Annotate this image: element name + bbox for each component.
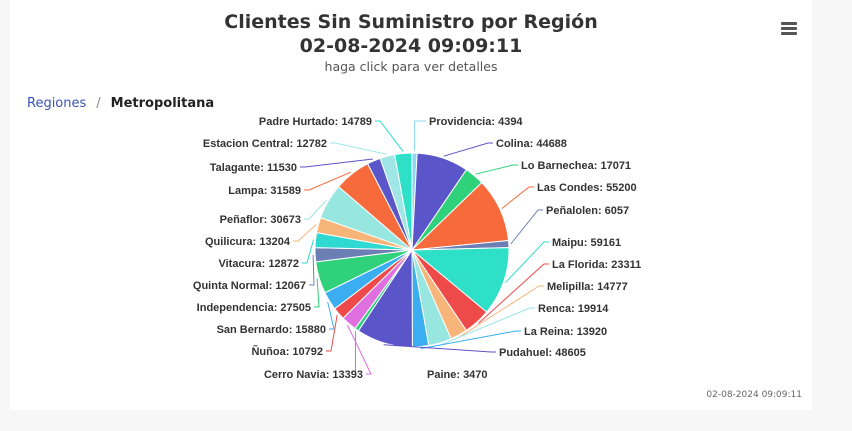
pie-connector xyxy=(300,158,374,168)
pie-connector xyxy=(443,142,493,157)
chart-subtitle: haga click para ver detalles xyxy=(324,59,498,74)
pie-connector xyxy=(314,278,320,308)
pie-data-label: Lampa: 31589 xyxy=(228,185,301,197)
pie-slice[interactable] xyxy=(394,152,413,251)
pie-data-label: Quinta Normal: 12067 xyxy=(193,280,306,292)
pie-data-label: Paine: 3470 xyxy=(427,369,488,381)
pie-connector xyxy=(475,164,518,175)
breadcrumb-current: Metropolitana xyxy=(110,96,215,111)
pie-connector xyxy=(440,307,535,346)
pie-connector xyxy=(304,171,351,191)
pie-connector xyxy=(326,314,338,352)
breadcrumb: Regiones / Metropolitana xyxy=(27,96,214,111)
pie-data-label: Estacion Central: 12782 xyxy=(203,138,327,150)
pie-data-label: Quilicura: 13204 xyxy=(205,236,291,248)
pie-data-label: Independencia: 27505 xyxy=(197,302,311,314)
footer-timestamp: 02-08-2024 09:09:11 xyxy=(706,390,802,400)
pie-data-label: La Reina: 13920 xyxy=(524,326,607,338)
pie-connector xyxy=(347,324,372,375)
pie-connector xyxy=(309,254,315,286)
pie-connector xyxy=(505,241,549,283)
pie-connector xyxy=(383,344,496,353)
pie-connector xyxy=(510,209,543,245)
pie-data-label: Providencia: 4394 xyxy=(429,116,523,128)
pie-connector xyxy=(330,142,387,155)
hamburger-menu-icon[interactable] xyxy=(774,16,804,42)
pie-data-label: Pudahuel: 48605 xyxy=(499,347,586,359)
pie-connector xyxy=(375,120,404,152)
pie-connector xyxy=(293,224,317,242)
pie-slice[interactable] xyxy=(410,247,510,313)
pie-connector xyxy=(501,186,534,209)
pie-data-label: Padre Hurtado: 14789 xyxy=(259,116,372,128)
pie-data-label: Peñaflor: 30673 xyxy=(220,214,301,226)
pie-data-label: San Bernardo: 15880 xyxy=(217,324,326,336)
pie-data-label: Lo Barnechea: 17071 xyxy=(521,160,631,172)
pie-data-label: Vitacura: 12872 xyxy=(218,258,299,270)
pie-data-label: Peñalolen: 6057 xyxy=(546,205,629,217)
pie-connector xyxy=(420,330,521,350)
pie-data-label: Colina: 44688 xyxy=(496,138,567,150)
pie-connector xyxy=(414,120,426,151)
pie-data-label: Las Condes: 55200 xyxy=(537,182,637,194)
pie-connector xyxy=(327,301,335,330)
breadcrumb-regiones[interactable]: Regiones xyxy=(27,96,87,111)
pie-connector xyxy=(302,239,314,264)
chart-datetime: 02-08-2024 09:09:11 xyxy=(299,35,523,57)
breadcrumb-separator: / xyxy=(96,96,101,111)
pie-connector xyxy=(459,285,544,338)
pie-data-label: La Florida: 23311 xyxy=(552,259,641,271)
chart-title: Clientes Sin Suministro por Región xyxy=(224,11,598,33)
pie-data-label: Ñuñoa: 10792 xyxy=(251,345,323,358)
pie-data-label: Maipu: 59161 xyxy=(552,237,621,249)
pie-data-label: Renca: 19914 xyxy=(538,303,609,315)
pie-data-label: Cerro Navia: 13393 xyxy=(264,369,363,381)
pie-connector xyxy=(304,199,327,220)
pie-data-label: Melipilla: 14777 xyxy=(547,281,628,293)
pie-data-label: Talagante: 11530 xyxy=(210,162,297,174)
pie-connector xyxy=(478,263,549,324)
